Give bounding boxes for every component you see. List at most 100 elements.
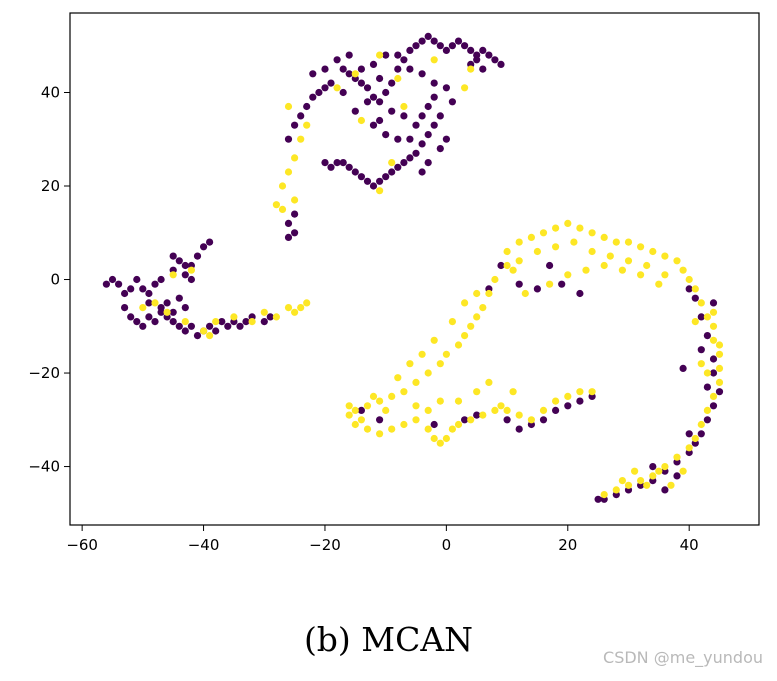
scatter-point-s1-82 [491,406,499,414]
scatter-point-s1-57 [442,350,450,358]
scatter-point-s1-148 [284,304,293,312]
x-tick-label: −40 [188,536,220,554]
scatter-point-s0-7 [145,289,153,298]
scatter-point-s0-103 [424,131,432,139]
scatter-point-s1-145 [278,205,287,213]
scatter-point-s1-104 [624,257,633,265]
scatter-point-s0-149 [709,369,718,377]
scatter-point-s1-153 [230,313,238,321]
scatter-point-s1-119 [382,406,390,414]
scatter-point-s0-170 [703,383,712,391]
scatter-point-s1-8 [600,233,608,241]
scatter-point-s1-81 [479,411,487,419]
scatter-point-s0-54 [363,84,372,92]
scatter-point-s0-67 [442,46,450,55]
scatter-point-s0-126 [400,112,408,120]
scatter-point-s1-146 [260,308,268,316]
scatter-point-s0-61 [406,46,414,55]
scatter-point-s0-86 [291,121,299,129]
scatter-point-s0-120 [321,159,329,167]
scatter-point-s1-18 [697,299,705,307]
scatter-point-s0-89 [321,65,329,73]
scatter-point-s1-125 [509,388,517,396]
scatter-point-s1-87 [552,397,560,405]
scatter-point-s0-109 [388,168,396,176]
scatter-point-s1-106 [661,271,669,279]
scatter-point-s1-76 [436,439,444,447]
scatter-point-s1-50 [491,275,499,284]
scatter-point-s0-51 [345,70,353,78]
scatter-point-s1-83 [503,406,511,414]
scatter-point-s0-123 [418,112,426,120]
scatter-point-s1-4 [552,224,560,232]
scatter-point-s1-152 [248,318,256,326]
y-tick-label: 0 [50,271,60,289]
scatter-point-s0-71 [467,46,475,55]
scatter-point-s0-24 [206,322,214,330]
scatter-point-s0-164 [673,472,681,480]
scatter-point-s0-35 [157,304,165,312]
scatter-point-s0-130 [382,131,390,139]
scatter-point-s0-44 [193,252,202,260]
scatter-point-s0-22 [193,332,202,340]
scatter-point-s1-161 [187,266,195,274]
scatter-point-s0-98 [430,79,438,87]
scatter-point-s0-21 [187,322,195,330]
scatter-point-s0-110 [382,173,390,181]
scatter-point-s1-128 [284,168,293,176]
scatter-point-s1-28 [691,434,699,443]
figure-caption: (b) MCAN [303,620,474,659]
scatter-point-s1-53 [473,313,481,321]
scatter-point-s0-106 [406,154,414,162]
scatter-point-s0-172 [503,416,511,424]
scatter-point-s0-133 [442,135,450,143]
scatter-point-s0-64 [424,32,432,41]
scatter-point-s0-96 [406,65,414,73]
scatter-point-s0-66 [436,42,444,50]
scatter-point-s1-114 [655,280,663,288]
scatter-point-s1-66 [345,402,353,410]
scatter-point-s0-82 [315,88,323,97]
scatter-point-s1-93 [418,350,426,358]
scatter-point-s0-168 [697,346,705,354]
scatter-point-s1-133 [333,84,341,92]
scatter-point-s0-81 [321,84,329,92]
scatter-point-s1-102 [588,247,596,256]
scatter-point-s0-167 [685,430,693,438]
scatter-point-s1-135 [376,51,384,59]
scatter-point-s1-13 [661,252,669,260]
scatter-point-s0-69 [454,37,463,45]
scatter-point-s0-58 [388,79,396,87]
scatter-point-s1-14 [673,257,681,265]
y-tick-label: −40 [28,458,60,476]
scatter-point-s0-42 [181,261,189,270]
scatter-point-s0-13 [139,322,147,330]
scatter-point-s1-117 [412,402,420,410]
scatter-point-s1-19 [703,313,712,321]
scatter-point-s0-181 [461,416,469,424]
scatter-point-s1-47 [691,318,699,326]
scatter-point-s1-122 [473,388,481,396]
x-tick-label: 40 [680,536,699,554]
scatter-point-s0-11 [127,313,135,321]
scatter-point-s1-95 [448,318,456,326]
scatter-point-s0-166 [649,463,657,471]
scatter-point-s0-111 [376,177,384,185]
scatter-point-s0-97 [418,70,426,78]
scatter-point-s1-140 [388,159,396,167]
scatter-point-s0-6 [139,285,147,293]
scatter-point-s1-75 [430,434,438,443]
scatter-point-s1-124 [497,402,505,410]
scatter-point-s1-61 [400,388,408,396]
scatter-point-s1-46 [709,308,718,316]
scatter-point-s0-100 [448,98,456,106]
scatter-point-s1-91 [394,374,402,382]
scatter-point-s1-105 [643,261,651,270]
scatter-point-s0-46 [206,238,214,246]
scatter-point-s0-137 [351,107,359,115]
scatter-point-s0-116 [345,163,353,171]
x-tick-label: 20 [558,536,577,554]
scatter-point-s0-173 [515,425,523,433]
scatter-point-s0-14 [145,313,153,321]
scatter-point-s0-92 [357,65,365,73]
